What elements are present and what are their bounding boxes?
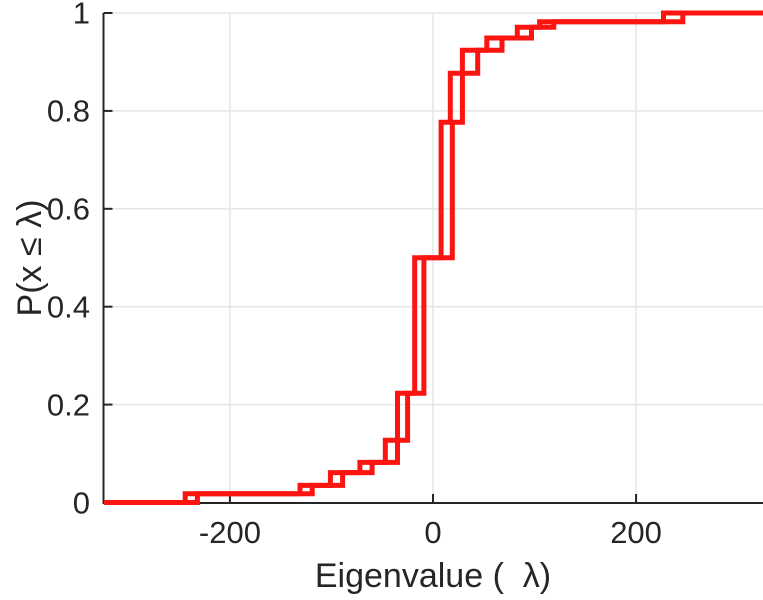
x-tick-label: 0 xyxy=(424,515,442,550)
y-tick-label: 0 xyxy=(72,485,90,520)
y-tick-label: 0.2 xyxy=(46,387,90,423)
ecdf-curve-ecdf-2 xyxy=(104,10,763,505)
y-axis-label: P(x ≤ λ) xyxy=(11,199,49,317)
x-axis-label: Eigenvalue ( λ) xyxy=(314,557,552,595)
y-tick-label: 1 xyxy=(72,0,90,31)
y-tick-label: 0.6 xyxy=(46,191,90,227)
x-tick-label: -200 xyxy=(198,515,261,550)
y-tick-label: 0.4 xyxy=(46,289,90,325)
x-tick-label: 200 xyxy=(610,515,662,550)
y-tick-label: 0.8 xyxy=(46,93,90,129)
